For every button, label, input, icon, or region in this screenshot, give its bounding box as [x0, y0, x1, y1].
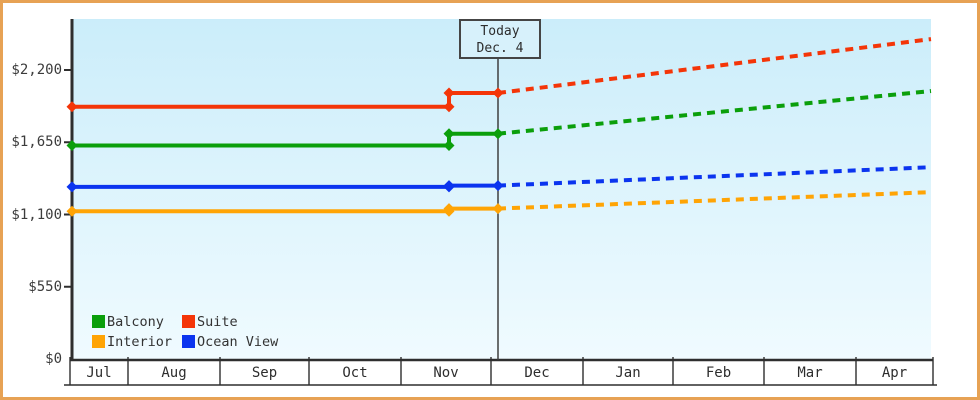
series-history-line-balcony — [72, 131, 498, 148]
y-axis-label: $2,200 — [11, 62, 62, 78]
series-marker-balcony — [443, 128, 455, 140]
series-marker-suite — [492, 87, 504, 99]
suite-color-swatch — [182, 315, 195, 328]
x-axis-month-jul: Jul — [86, 365, 112, 381]
y-axis-label: $1,650 — [11, 134, 62, 150]
series-marker-ocean-view — [66, 181, 78, 193]
balcony-color-swatch — [92, 315, 105, 328]
series-projection-line-balcony — [497, 89, 932, 136]
y-axis-label: $0 — [45, 351, 62, 367]
series-marker-balcony — [492, 128, 504, 140]
interior-color-swatch — [92, 335, 105, 348]
series-marker-interior — [66, 205, 78, 217]
series-projection-line-interior — [497, 190, 932, 211]
series-marker-suite — [443, 101, 455, 113]
plot-background — [72, 19, 931, 360]
series-projection-line-ocean-view — [497, 165, 932, 188]
x-axis-month-nov: Nov — [433, 365, 459, 381]
series-marker-interior — [443, 203, 455, 215]
series-marker-interior — [492, 203, 504, 215]
legend-label: Ocean View — [197, 334, 279, 350]
legend-label: Interior — [107, 334, 173, 350]
x-axis-month-jan: Jan — [615, 365, 641, 381]
legend-label: Suite — [197, 314, 238, 330]
ocean-view-color-swatch — [182, 335, 195, 348]
series-marker-suite — [66, 101, 78, 113]
x-axis-month-dec: Dec — [524, 365, 550, 381]
x-axis-month-mar: Mar — [797, 365, 823, 381]
today-callout: Today Dec. 4 — [459, 19, 541, 59]
today-callout-title: Today — [480, 24, 520, 39]
x-axis-month-feb: Feb — [705, 365, 732, 381]
series-marker-suite — [443, 87, 455, 99]
series-marker-balcony — [66, 140, 78, 152]
y-axis-label: $550 — [28, 279, 62, 295]
today-callout-date: Dec. 4 — [476, 41, 524, 56]
x-axis-month-apr: Apr — [881, 365, 908, 381]
series-history-line-ocean-view — [72, 183, 498, 189]
x-axis-month-aug: Aug — [161, 365, 187, 381]
y-axis-label: $1,100 — [11, 207, 62, 223]
series-history-line-suite — [72, 90, 498, 109]
legend-label: Balcony — [107, 314, 164, 330]
series-marker-ocean-view — [443, 180, 455, 192]
x-axis-month-oct: Oct — [342, 365, 368, 381]
series-marker-balcony — [443, 140, 455, 152]
x-axis-month-sep: Sep — [251, 365, 278, 381]
series-projection-line-suite — [497, 37, 932, 95]
series-marker-ocean-view — [492, 180, 504, 192]
